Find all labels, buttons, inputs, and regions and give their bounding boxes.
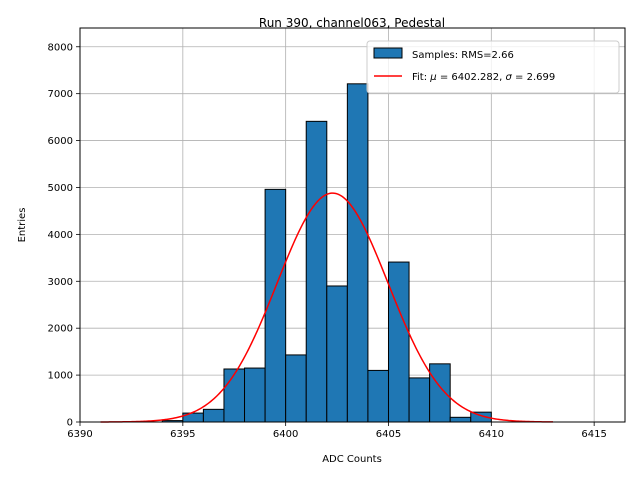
legend-histogram-swatch	[373, 47, 403, 59]
histogram-bar	[387, 261, 410, 423]
legend-mu-symbol: μ	[429, 72, 436, 83]
y-axis-ticks: 0 1000 2000 3000 4000 5000 6000 7000 8000	[48, 42, 80, 429]
y-tick-label: 4000	[48, 230, 73, 241]
histogram-bar	[285, 354, 307, 423]
histogram-bar	[408, 377, 431, 423]
histogram-bar	[223, 368, 246, 423]
y-tick-label: 1000	[48, 371, 73, 382]
x-axis-title: ADC Counts	[322, 454, 382, 465]
x-axis-ticks: 6390 6395 6400 6405 6410 6415	[67, 422, 607, 440]
legend-sigma-value: 2.699	[527, 72, 556, 83]
y-tick-label: 5000	[48, 183, 73, 194]
x-tick-label: 6410	[479, 429, 504, 440]
legend-histogram-label: Samples: RMS=2.66	[412, 50, 514, 61]
histogram-bar	[449, 416, 472, 423]
legend-fit-label: Fit: μ = 6402.282, σ = 2.699	[412, 72, 555, 83]
legend-separator: ,	[499, 72, 505, 83]
gaussian-fit-curve	[100, 192, 554, 423]
histogram-bar	[244, 367, 266, 423]
y-tick-label: 7000	[48, 89, 73, 100]
x-tick-label: 6415	[581, 429, 606, 440]
histogram-bars	[161, 83, 492, 423]
y-tick-label: 6000	[48, 136, 73, 147]
chart-title: Run 390, channel063, Pedestal	[259, 16, 445, 30]
legend: Samples: RMS=2.66 Fit: μ = 6402.282, σ =…	[366, 40, 620, 94]
histogram-bar	[367, 369, 389, 423]
legend-sigma-symbol: σ	[505, 72, 512, 83]
y-tick-label: 2000	[48, 324, 73, 335]
legend-sigma-equals: =	[512, 72, 527, 83]
histogram-bar	[326, 285, 348, 423]
x-tick-label: 6395	[170, 429, 195, 440]
x-tick-label: 6405	[376, 429, 401, 440]
legend-mu-equals: =	[437, 72, 452, 83]
y-tick-label: 8000	[48, 42, 73, 53]
legend-fit-prefix: Fit:	[412, 72, 430, 83]
plot-frame	[79, 27, 626, 423]
legend-box	[366, 40, 620, 94]
y-tick-label: 0	[67, 418, 73, 429]
fit-curve-group	[100, 192, 554, 423]
histogram-bar	[305, 120, 328, 423]
y-axis-title: Entries	[17, 208, 28, 243]
histogram-bar	[429, 363, 451, 423]
x-tick-label: 6390	[67, 429, 92, 440]
histogram-bar	[346, 83, 369, 423]
y-tick-label: 3000	[48, 277, 73, 288]
legend-mu-value: 6402.282	[451, 72, 499, 83]
x-tick-label: 6400	[273, 429, 298, 440]
histogram-bar	[202, 408, 225, 423]
